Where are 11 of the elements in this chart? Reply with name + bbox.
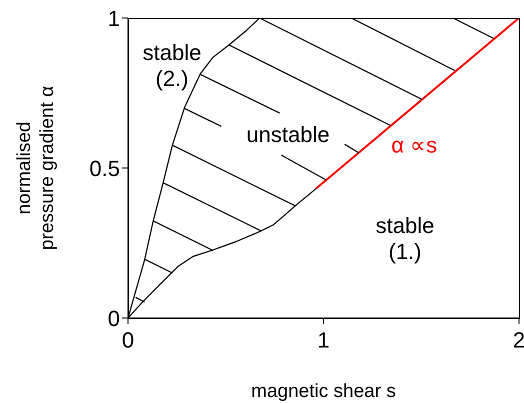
series-label: α ∝s [391, 132, 438, 158]
x-tick-label: 2 [512, 328, 524, 353]
y-tick-label: 1 [108, 6, 120, 31]
annotation: stable (1.) [376, 213, 434, 265]
annotation: unstable [246, 122, 330, 148]
y-tick-label: 0 [108, 306, 120, 331]
x-tick-label: 1 [317, 328, 330, 353]
y-axis-title: normalised pressure gradient α [14, 86, 58, 250]
y-tick-label: 0.5 [89, 156, 120, 181]
annotation: stable (2.) [142, 40, 202, 92]
x-axis-title: magnetic shear s [251, 381, 396, 402]
